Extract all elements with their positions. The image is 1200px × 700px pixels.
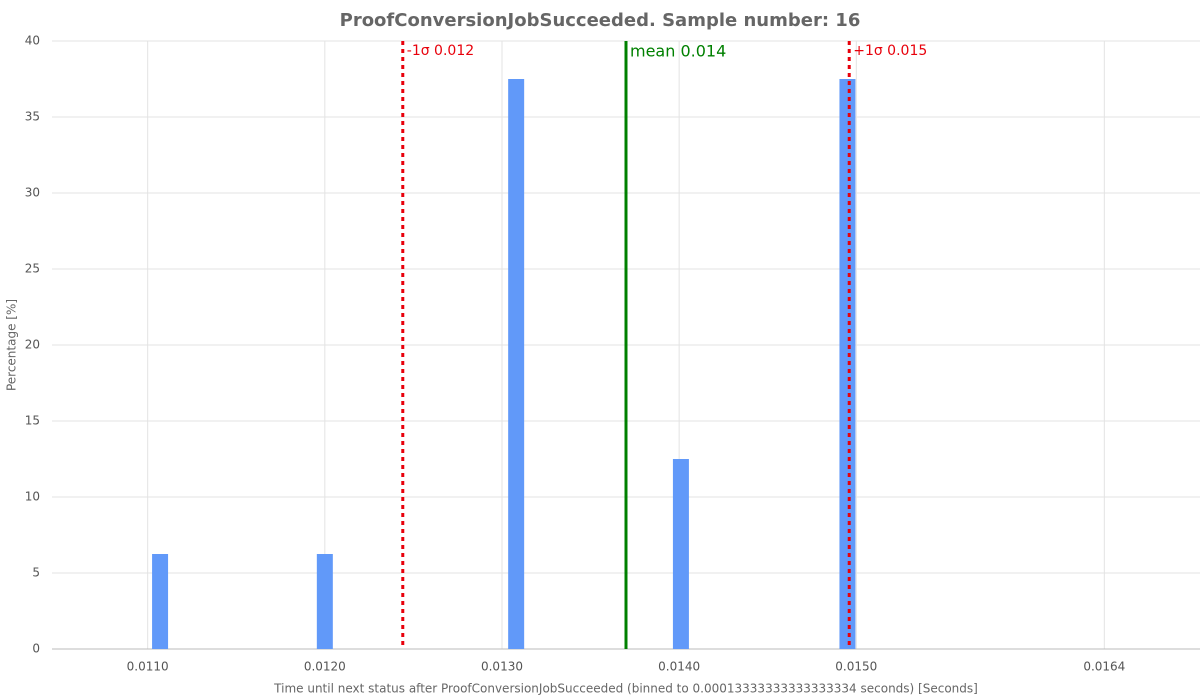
y-axis-label: Percentage [%]: [5, 299, 19, 391]
y-tick-label: 15: [25, 414, 40, 428]
y-tick-label: 10: [25, 490, 40, 504]
y-tick-label: 25: [25, 262, 40, 276]
x-tick-label: 0.0120: [304, 660, 346, 674]
annotation-label: +1σ 0.015: [853, 43, 927, 59]
annotation-label: -1σ 0.012: [407, 43, 474, 59]
y-tick-label: 30: [25, 186, 40, 200]
bar: [839, 79, 856, 649]
x-tick-label: 0.0110: [127, 660, 169, 674]
bar: [508, 79, 525, 649]
x-tick-label: 0.0150: [835, 660, 877, 674]
chart-title: ProofConversionJobSucceeded. Sample numb…: [340, 10, 861, 31]
y-tick-label: 5: [32, 566, 40, 580]
bar: [152, 554, 169, 649]
x-tick-label: 0.0140: [658, 660, 700, 674]
y-tick-label: 35: [25, 110, 40, 124]
x-tick-label: 0.0130: [481, 660, 523, 674]
x-tick-label: 0.0164: [1083, 660, 1125, 674]
x-axis-label: Time until next status after ProofConver…: [273, 682, 978, 696]
y-tick-label: 40: [25, 34, 40, 48]
y-tick-label: 20: [25, 338, 40, 352]
annotation-label: mean 0.014: [630, 42, 726, 61]
bar: [316, 554, 333, 649]
bar: [672, 459, 689, 649]
y-tick-label: 0: [32, 642, 40, 656]
